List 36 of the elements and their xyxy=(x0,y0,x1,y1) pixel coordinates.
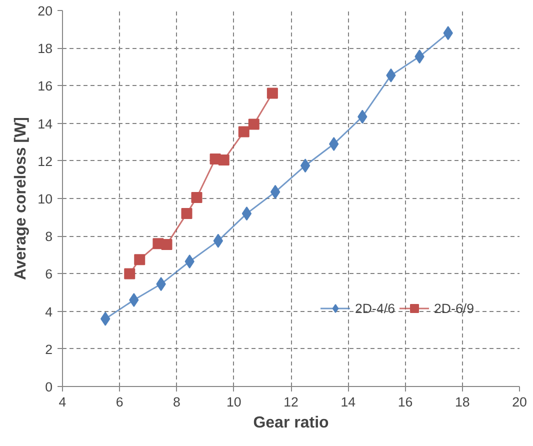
y-tick-label: 4 xyxy=(45,304,54,320)
x-tick-label: 12 xyxy=(284,394,298,410)
x-axis-title: Gear ratio xyxy=(253,414,330,432)
legend-label: 2D-4/6 xyxy=(355,300,396,316)
x-tick-label: 8 xyxy=(173,394,180,410)
y-tick-label: 2 xyxy=(45,342,53,357)
y-tick-label: 14 xyxy=(38,116,54,132)
x-tick-label: 20 xyxy=(512,394,527,410)
point xyxy=(266,88,278,99)
x-tick-label: 4 xyxy=(58,394,67,410)
legend-label: 2D-6/9 xyxy=(434,300,474,316)
y-tick-label: 0 xyxy=(45,380,53,394)
y-tick-label: 6 xyxy=(45,266,53,282)
point xyxy=(191,192,202,204)
y-tick-label: 12 xyxy=(38,154,53,169)
point xyxy=(248,118,260,130)
y-tick-label: 8 xyxy=(45,229,53,244)
x-tick-label: 18 xyxy=(454,394,470,410)
point xyxy=(270,184,280,199)
x-tick-label: 16 xyxy=(398,394,413,410)
point xyxy=(242,206,252,221)
point xyxy=(124,268,136,280)
y-tick-label: 16 xyxy=(38,78,53,94)
point xyxy=(218,154,230,166)
y-tick-label: 10 xyxy=(38,192,53,206)
y-tick-label: 18 xyxy=(38,41,53,56)
point xyxy=(134,254,146,266)
y-axis-title: Average coreloss [W] xyxy=(12,116,30,280)
x-tick-label: 10 xyxy=(226,394,242,410)
point xyxy=(181,208,192,220)
point xyxy=(238,126,250,138)
x-tick-label: 14 xyxy=(340,394,356,410)
y-tick-label: 20 xyxy=(38,4,53,18)
point xyxy=(300,158,310,173)
x-tick-label: 6 xyxy=(116,394,124,410)
point xyxy=(161,239,172,250)
